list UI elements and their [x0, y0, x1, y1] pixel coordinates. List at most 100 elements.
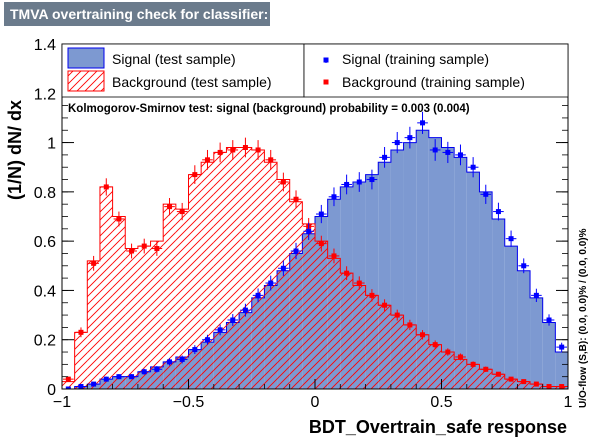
signal-test-bar [454, 157, 467, 389]
background-train-point [88, 255, 99, 271]
background-train-marker [344, 270, 350, 276]
background-train-point [531, 381, 542, 387]
background-test-bar [150, 241, 164, 389]
signal-train-point [303, 222, 314, 240]
background-train-point [353, 276, 365, 290]
signal-train-point [417, 111, 428, 134]
signal-train-point [176, 355, 188, 364]
signal-train-point [480, 184, 492, 204]
signal-train-marker [457, 152, 463, 158]
signal-train-marker [154, 366, 160, 372]
background-train-marker [369, 292, 375, 298]
signal-train-marker [78, 384, 84, 389]
signal-train-point [227, 314, 239, 326]
signal-train-point [113, 374, 125, 380]
signal-train-marker [382, 154, 388, 160]
signal-train-point [404, 126, 416, 149]
background-test-bar [378, 305, 391, 389]
background-train-marker [78, 329, 84, 335]
signal-train-marker [91, 381, 97, 387]
signal-test-bar [542, 322, 556, 389]
signal-train-marker [306, 228, 312, 234]
background-train-marker [432, 342, 438, 348]
background-train-marker [356, 280, 362, 286]
signal-train-marker [242, 307, 248, 313]
signal-train-marker [217, 327, 223, 333]
signal-train-marker [280, 265, 286, 271]
background-train-point [138, 238, 150, 254]
signal-train-marker [167, 359, 173, 365]
background-train-point [113, 211, 125, 227]
signal-train-point [138, 368, 150, 375]
background-train-marker [280, 179, 286, 185]
signal-test-bar [492, 218, 505, 389]
signal-train-point [379, 147, 390, 168]
signal-train-point [278, 260, 289, 276]
signal-train-marker [432, 147, 438, 153]
background-test-bar [239, 147, 252, 389]
signal-train-marker [230, 317, 236, 323]
background-train-point [202, 149, 213, 170]
background-train-marker [179, 209, 185, 215]
background-train-marker [242, 145, 248, 150]
signal-test-bar [441, 147, 455, 389]
signal-train-point [202, 334, 213, 345]
background-train-point [278, 172, 289, 192]
background-train-marker [318, 241, 324, 247]
background-test-bar [213, 152, 227, 389]
signal-train-point [265, 275, 277, 291]
background-train-point [404, 319, 416, 331]
background-test-bar [175, 209, 189, 389]
signal-train-point [518, 258, 530, 274]
background-train-marker [445, 349, 451, 355]
signal-train-marker [546, 317, 552, 323]
background-test-bar [302, 223, 315, 389]
background-test-bar [125, 248, 138, 389]
background-test-bar [365, 295, 379, 389]
background-train-marker [483, 366, 489, 372]
background-train-point [252, 140, 264, 160]
background-train-marker [407, 322, 413, 328]
signal-train-point [442, 141, 454, 164]
signal-train-point [467, 157, 479, 178]
signal-train-point [429, 139, 441, 161]
legend-left: Signal (test sample) Background (test sa… [61, 43, 305, 98]
background-train-point [75, 327, 87, 338]
signal-train-marker [318, 211, 324, 217]
signal-train-marker [394, 140, 400, 146]
signal-test-bar [517, 270, 531, 389]
signal-train-marker [445, 149, 451, 155]
background-train-point [164, 198, 175, 216]
x-tick-label: −1 [53, 394, 71, 411]
signal-train-point [316, 204, 327, 224]
signal-test-bar [555, 352, 568, 389]
background-train-marker [192, 172, 198, 178]
background-test-bar [277, 179, 290, 389]
background-test-bar [62, 381, 75, 389]
background-train-point [341, 266, 352, 281]
background-train-point [480, 366, 492, 372]
background-train-point [493, 371, 504, 377]
signal-train-point [505, 230, 517, 247]
y-tick-label: 0.6 [34, 234, 56, 251]
background-train-marker [129, 248, 135, 254]
background-train-point [429, 340, 441, 349]
background-train-point [366, 289, 378, 302]
signal-train-marker [129, 374, 135, 380]
background-train-point [556, 384, 567, 389]
signal-train-point [240, 303, 251, 317]
signal-train-marker [508, 236, 514, 242]
x-axis-title: BDT_Overtrain_safe response [309, 417, 567, 437]
signal-train-marker [533, 292, 539, 298]
background-test-bar [163, 204, 176, 389]
background-test-bar [74, 332, 88, 389]
y-tick-label: 1.2 [34, 86, 56, 103]
signal-train-point [126, 374, 137, 380]
signal-train-point [328, 187, 340, 207]
background-train-point [518, 379, 530, 385]
background-train-point [379, 299, 390, 312]
background-train-marker [103, 184, 109, 190]
signal-train-marker [204, 337, 210, 343]
signal-train-marker [369, 177, 375, 183]
signal-train-point [353, 172, 365, 192]
